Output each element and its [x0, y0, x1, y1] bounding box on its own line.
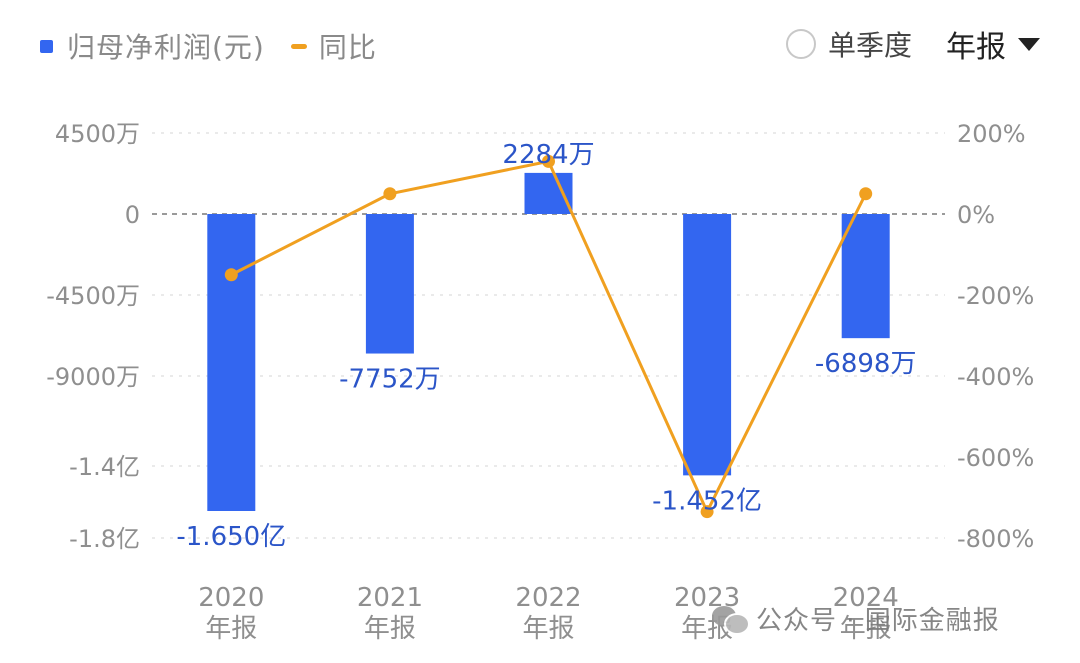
bar-data-label: -6898万: [815, 349, 917, 379]
right-tick-label: 200%: [957, 120, 1026, 148]
watermark: 公众号 · 国际金融报: [712, 600, 1000, 637]
bar-data-label: -1.650亿: [176, 522, 286, 552]
line-legend-label: 同比: [318, 31, 377, 64]
left-tick-label: 0: [125, 201, 140, 229]
yoy-point: [383, 187, 397, 201]
wechat-icon: [712, 605, 750, 635]
x-tick-label: 2020: [198, 583, 264, 613]
bar: [365, 214, 414, 354]
yoy-point: [700, 505, 714, 519]
chart-legend: 归母净利润(元) 同比: [40, 26, 377, 66]
yoy-point: [224, 268, 238, 282]
bar: [524, 172, 573, 214]
left-tick-label: -9000万: [46, 363, 140, 391]
right-tick-label: 0%: [957, 201, 995, 229]
period-controls: 单季度 年报: [785, 22, 1040, 66]
bar-legend-label: 归母净利润(元): [67, 31, 265, 64]
x-tick-sublabel: 年报: [364, 614, 416, 644]
bar-data-label: -1.452亿: [652, 486, 762, 516]
bar-data-label: 2284万: [502, 140, 594, 170]
watermark-text: 公众号 · 国际金融报: [756, 606, 1000, 636]
left-tick-label: -1.8亿: [69, 525, 140, 553]
yoy-point: [542, 154, 555, 168]
left-tick-label: -1.4亿: [69, 453, 140, 481]
left-tick-label: -4500万: [46, 282, 140, 310]
right-tick-label: -800%: [957, 525, 1034, 553]
x-tick-sublabel: 年报: [522, 614, 574, 644]
bar: [683, 214, 732, 476]
quarter-label[interactable]: 单季度: [827, 29, 912, 62]
left-tick-label: 4500万: [55, 120, 140, 148]
bar-legend-swatch: [40, 39, 53, 53]
right-tick-label: -200%: [957, 282, 1034, 310]
line-legend-swatch: [290, 43, 307, 49]
yoy-point: [859, 187, 873, 201]
x-tick-sublabel: 年报: [840, 614, 892, 644]
bar: [207, 214, 256, 511]
right-tick-label: -400%: [957, 363, 1034, 391]
x-tick-sublabel: 年报: [205, 614, 257, 644]
caret-down-icon[interactable]: [1018, 37, 1040, 51]
bar-data-label: -7752万: [339, 365, 441, 395]
bar: [841, 214, 890, 339]
quarter-radio[interactable]: [785, 29, 816, 59]
report-type-select[interactable]: 年报: [946, 30, 1006, 65]
x-tick-label: 2024: [833, 583, 899, 613]
x-tick-label: 2021: [357, 583, 423, 613]
right-tick-label: -600%: [957, 444, 1034, 472]
x-tick-label: 2022: [515, 583, 581, 613]
